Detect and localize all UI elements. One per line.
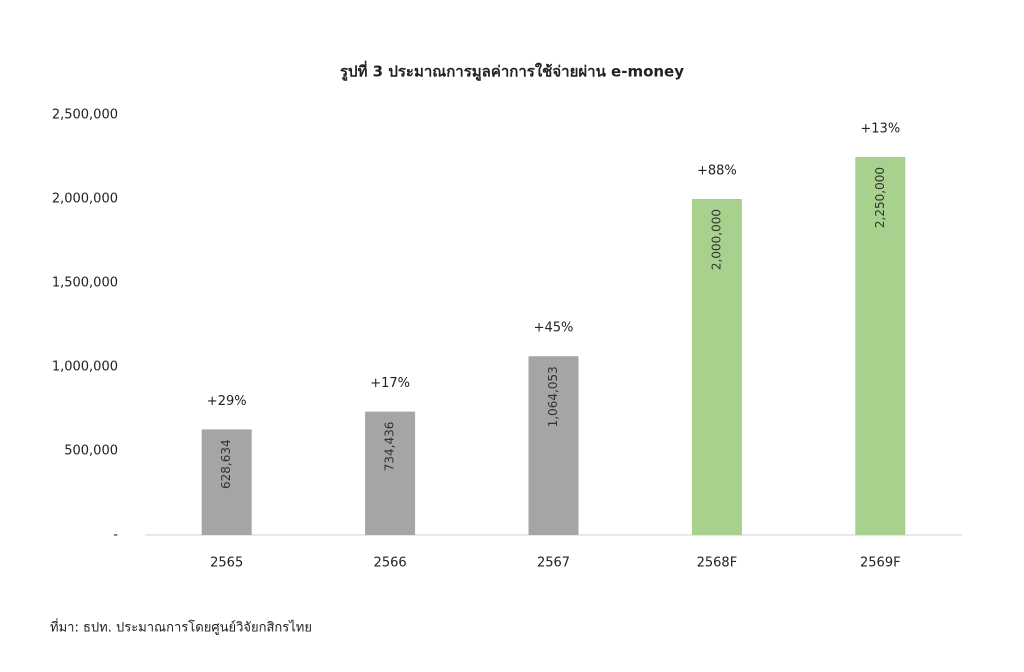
x-tick-label: 2568F bbox=[697, 556, 738, 571]
growth-annotation: +13% bbox=[860, 122, 900, 137]
y-tick-label: 2,500,000 bbox=[52, 108, 118, 123]
x-tick-label: 2565 bbox=[210, 556, 243, 571]
bar bbox=[691, 199, 742, 535]
value-label: 2,000,000 bbox=[709, 209, 723, 270]
y-tick-label: 1,000,000 bbox=[52, 360, 118, 375]
x-tick-label: 2569F bbox=[860, 556, 901, 571]
growth-annotation: +17% bbox=[370, 376, 410, 391]
bar bbox=[201, 429, 252, 535]
bar bbox=[528, 356, 579, 535]
value-label: 628,634 bbox=[219, 439, 233, 489]
source-note: ที่มา: ธปท. ประมาณการโดยศูนย์วิจัยกสิกรไ… bbox=[50, 619, 312, 636]
y-tick-label: 500,000 bbox=[64, 444, 118, 459]
value-label: 2,250,000 bbox=[873, 167, 887, 228]
y-tick-label: 2,000,000 bbox=[52, 192, 118, 207]
y-tick-label: - bbox=[113, 528, 118, 543]
chart-title: รูปที่ 3 ประมาณการมูลค่าการใช้จ่ายผ่าน e… bbox=[340, 61, 684, 82]
growth-annotation: +29% bbox=[207, 394, 247, 409]
value-label: 734,436 bbox=[383, 422, 397, 472]
y-tick-label: 1,500,000 bbox=[52, 276, 118, 291]
bar bbox=[855, 157, 906, 535]
growth-annotation: +45% bbox=[534, 321, 574, 336]
value-label: 1,064,053 bbox=[546, 366, 560, 427]
x-tick-label: 2567 bbox=[537, 556, 570, 571]
x-tick-label: 2566 bbox=[374, 556, 407, 571]
bar bbox=[365, 411, 416, 535]
growth-annotation: +88% bbox=[697, 164, 737, 179]
